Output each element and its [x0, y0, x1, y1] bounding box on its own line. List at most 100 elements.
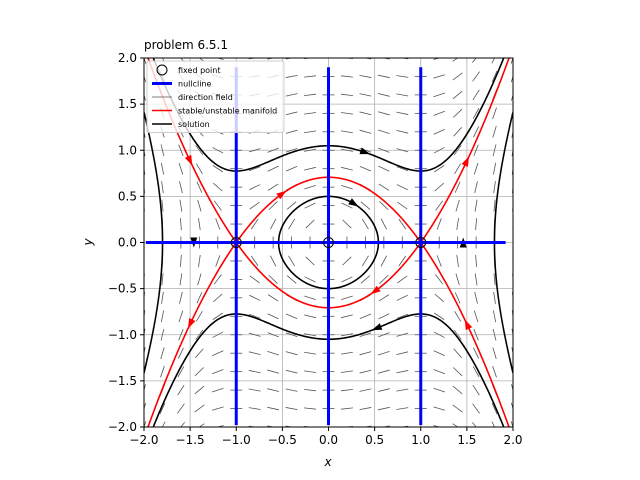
field-segment — [452, 423, 459, 427]
field-segment — [493, 181, 496, 194]
field-segment — [267, 183, 279, 191]
field-segment — [285, 313, 298, 319]
field-segment — [249, 201, 260, 210]
field-segment — [359, 111, 372, 116]
field-segment — [492, 107, 497, 120]
field-segment — [215, 218, 221, 230]
field-segment — [378, 183, 390, 191]
field-segment — [433, 58, 441, 60]
x-tick-label: 0.0 — [319, 433, 338, 447]
field-segment — [396, 111, 409, 115]
manifold-arrow — [370, 285, 381, 295]
field-segment — [267, 388, 280, 392]
x-tick-label: 1.0 — [411, 433, 430, 447]
field-segment — [340, 75, 353, 78]
field-segment — [396, 93, 409, 97]
y-tick-label: 2.0 — [118, 51, 137, 65]
field-segment — [160, 347, 165, 360]
field-segment — [359, 369, 372, 374]
field-segment — [359, 332, 372, 338]
field-segment — [362, 58, 372, 60]
x-tick-label: 0.5 — [365, 433, 384, 447]
field-segment — [216, 425, 224, 427]
field-segment — [304, 333, 317, 337]
field-segment — [396, 130, 409, 134]
field-segment — [341, 202, 353, 209]
field-segment — [195, 329, 204, 340]
field-segment — [511, 310, 513, 320]
field-segment — [396, 294, 408, 301]
field-segment — [304, 148, 317, 152]
field-segment — [178, 162, 184, 175]
manifold-arrow — [276, 190, 287, 200]
y-tick-label: −1.0 — [108, 328, 137, 342]
field-segment — [340, 333, 353, 337]
field-segment — [493, 199, 496, 212]
field-segment — [304, 407, 317, 410]
legend-label: fixed point — [178, 66, 220, 75]
field-segment — [144, 93, 146, 101]
field-segment — [452, 90, 463, 100]
field-segment — [359, 388, 372, 392]
field-segment — [474, 199, 478, 212]
field-segment — [198, 254, 201, 267]
field-segment — [434, 182, 444, 192]
field-segment — [196, 181, 203, 193]
field-segment — [396, 351, 409, 355]
field-segment — [144, 75, 147, 83]
field-segment — [305, 219, 315, 229]
y-tick-label: 1.5 — [118, 97, 137, 111]
field-segment — [473, 329, 479, 341]
field-segment — [453, 329, 462, 340]
field-segment — [396, 148, 409, 153]
field-segment — [212, 165, 224, 173]
field-segment — [492, 365, 497, 378]
field-segment — [248, 332, 261, 337]
field-segment — [511, 165, 513, 175]
field-segment — [433, 387, 446, 393]
field-segment — [285, 407, 298, 411]
field-segment — [160, 365, 165, 378]
field-segment — [340, 130, 353, 134]
solution-arrow — [359, 147, 371, 155]
field-segment — [195, 163, 203, 175]
field-segment — [453, 108, 463, 118]
field-segment — [267, 425, 276, 427]
field-segment — [212, 350, 224, 356]
field-segment — [177, 347, 184, 359]
field-segment — [197, 273, 202, 286]
field-segment — [213, 200, 222, 211]
field-segment — [198, 218, 201, 231]
field-segment — [340, 407, 353, 410]
field-segment — [304, 370, 317, 373]
field-segment — [454, 181, 461, 193]
field-segment — [285, 388, 298, 392]
field-segment — [178, 329, 184, 341]
field-segment — [378, 294, 390, 302]
field-segment — [144, 347, 146, 356]
field-segment — [433, 406, 446, 411]
field-segment — [285, 425, 295, 427]
x-axis-label: x — [323, 455, 332, 469]
field-segment — [452, 385, 463, 395]
field-segment — [359, 93, 372, 97]
y-tick-label: 0.5 — [118, 189, 137, 203]
field-segment — [304, 75, 317, 78]
field-segment — [341, 184, 353, 190]
field-segment — [511, 328, 513, 338]
fixed-point-marker — [230, 237, 242, 248]
field-segment — [455, 273, 460, 286]
legend-label: nullcline — [178, 80, 212, 89]
field-segment — [304, 184, 316, 190]
fixed-point-marker — [323, 237, 334, 248]
field-segment — [433, 312, 445, 320]
legend: fixed point nullcline direction field stabl… — [146, 60, 285, 133]
field-segment — [144, 328, 146, 338]
field-segment — [285, 93, 298, 97]
field-segment — [511, 347, 513, 356]
field-segment — [268, 201, 278, 211]
field-segment — [248, 313, 261, 319]
field-segment — [178, 144, 184, 156]
field-segment — [144, 402, 147, 410]
field-segment — [473, 162, 479, 175]
